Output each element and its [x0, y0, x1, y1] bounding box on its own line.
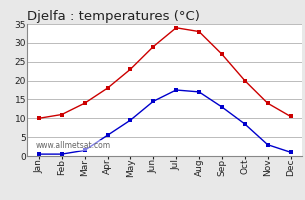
Text: Djelfa : temperatures (°C): Djelfa : temperatures (°C): [27, 10, 200, 23]
Text: www.allmetsat.com: www.allmetsat.com: [36, 141, 111, 150]
